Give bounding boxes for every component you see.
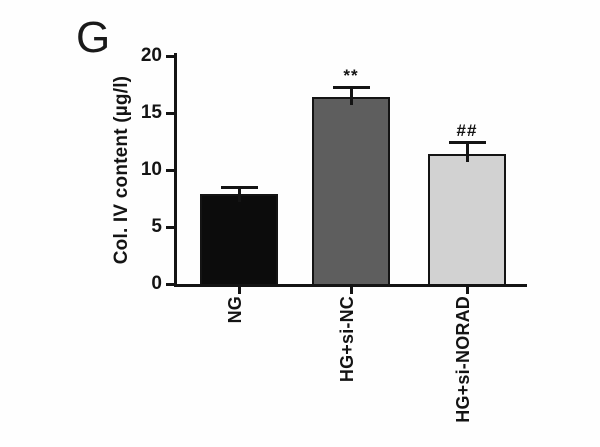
error-bar-stem [237,187,241,202]
error-bar-cap [332,86,370,90]
x-axis-tick [465,286,469,294]
y-tick-label: 0 [151,273,162,294]
bar-ng [200,193,278,286]
y-axis-line [174,53,177,287]
error-bar-stem [465,142,469,163]
y-axis-tick [166,54,175,58]
y-axis-tick [166,282,175,286]
panel-label: G [76,13,111,62]
x-axis-tick [237,286,241,294]
y-axis-tick [166,111,175,115]
y-axis-tick [166,168,175,172]
y-tick-label: 20 [140,45,162,66]
x-category-label: HG+si-NORAD [453,296,473,423]
y-axis-tick [166,225,175,229]
bar-hg-si-norad [428,154,506,286]
x-axis-tick [349,286,353,294]
y-tick-label: 5 [151,216,162,237]
y-tick-label: 15 [140,102,162,123]
significance-marker: ## [456,120,478,140]
error-bar-stem [349,87,353,106]
y-tick-label: 10 [140,159,162,180]
x-category-label: HG+si-NC [337,296,357,383]
significance-marker: ** [343,65,359,85]
error-bar-cap [220,185,258,189]
x-category-label: NG [225,296,245,324]
bar-hg-si-nc [312,97,390,286]
error-bar-cap [448,141,486,145]
